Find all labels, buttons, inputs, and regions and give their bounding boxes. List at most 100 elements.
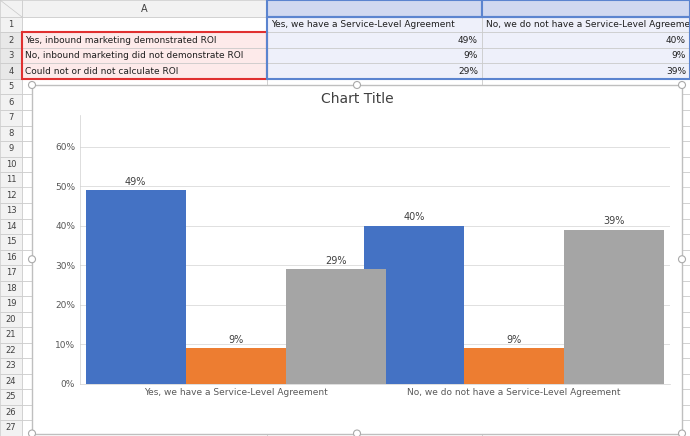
Text: A: A (141, 3, 148, 14)
Text: Yes, inbound marketing demonstrated ROI: Yes, inbound marketing demonstrated ROI (25, 36, 217, 45)
Bar (482, 389, 690, 405)
Bar (267, 280, 482, 296)
Bar (364, 225, 464, 384)
Bar (22, 64, 267, 79)
Bar (482, 141, 690, 157)
Bar (22, 95, 267, 110)
Text: 39%: 39% (666, 67, 686, 76)
Text: 23: 23 (6, 361, 17, 370)
Text: 9%: 9% (464, 51, 478, 60)
Bar (482, 48, 690, 64)
Bar (482, 280, 690, 296)
Bar (22, 296, 267, 311)
Bar (482, 311, 690, 327)
Text: 21: 21 (6, 330, 17, 339)
Circle shape (28, 256, 35, 263)
Bar (0, 374, 22, 389)
Bar (0, 311, 22, 327)
Bar (0, 0, 22, 17)
Text: 40%: 40% (403, 212, 424, 222)
Bar (267, 218, 482, 234)
Bar (186, 348, 286, 384)
Bar (22, 265, 267, 280)
Bar (267, 265, 482, 280)
Bar (22, 280, 267, 296)
Circle shape (353, 430, 360, 436)
Bar (482, 265, 690, 280)
Bar (22, 374, 267, 389)
Text: C: C (582, 3, 589, 14)
Bar (0, 296, 22, 311)
Bar (464, 348, 564, 384)
Bar (267, 126, 482, 141)
Bar (0, 343, 22, 358)
Circle shape (28, 82, 35, 89)
Bar (22, 358, 267, 374)
Bar (482, 172, 690, 187)
Text: 12: 12 (6, 191, 17, 200)
Bar (0, 95, 22, 110)
Text: 11: 11 (6, 175, 17, 184)
Bar (22, 110, 267, 126)
Bar (267, 79, 482, 95)
Bar (267, 17, 482, 33)
Text: 25: 25 (6, 392, 17, 401)
Bar (267, 33, 482, 48)
Text: 39%: 39% (604, 216, 625, 226)
Bar (0, 187, 22, 203)
Text: 9%: 9% (228, 335, 244, 345)
Bar (482, 79, 690, 95)
Text: 6: 6 (8, 98, 14, 107)
Bar (22, 405, 267, 420)
Bar (267, 374, 482, 389)
Bar (22, 234, 267, 249)
Text: 17: 17 (6, 268, 17, 277)
Bar (482, 126, 690, 141)
Bar (267, 358, 482, 374)
Text: 7: 7 (8, 113, 14, 122)
Circle shape (28, 430, 35, 436)
Text: 49%: 49% (125, 177, 146, 187)
Bar (22, 389, 267, 405)
Bar (267, 187, 482, 203)
Bar (0, 33, 22, 48)
Bar (22, 218, 267, 234)
Bar (267, 157, 482, 172)
Text: 14: 14 (6, 222, 17, 231)
Bar (22, 0, 267, 17)
Bar (267, 172, 482, 187)
Text: 2: 2 (8, 36, 14, 45)
Bar (482, 249, 690, 265)
Bar (482, 95, 690, 110)
Text: 8: 8 (8, 129, 14, 138)
Bar (0, 48, 22, 64)
Bar (482, 327, 690, 343)
Bar (0, 126, 22, 141)
Bar (0, 249, 22, 265)
Text: 16: 16 (6, 253, 17, 262)
Bar (482, 203, 690, 218)
Bar (22, 33, 267, 79)
Text: 29%: 29% (458, 67, 478, 76)
Bar (267, 64, 482, 79)
Bar (22, 157, 267, 172)
Bar (267, 311, 482, 327)
Bar (22, 126, 267, 141)
Bar (22, 33, 267, 48)
Bar (22, 327, 267, 343)
Bar (0, 157, 22, 172)
Bar (267, 249, 482, 265)
Bar (86, 190, 186, 384)
Text: 4: 4 (8, 67, 14, 76)
Text: 18: 18 (6, 284, 17, 293)
Bar (0, 141, 22, 157)
Bar (0, 234, 22, 249)
Bar (482, 218, 690, 234)
Text: 10: 10 (6, 160, 17, 169)
Bar (0, 218, 22, 234)
Bar (482, 420, 690, 436)
Text: 49%: 49% (458, 36, 478, 45)
Bar (267, 203, 482, 218)
Bar (0, 327, 22, 343)
Bar (482, 17, 690, 33)
